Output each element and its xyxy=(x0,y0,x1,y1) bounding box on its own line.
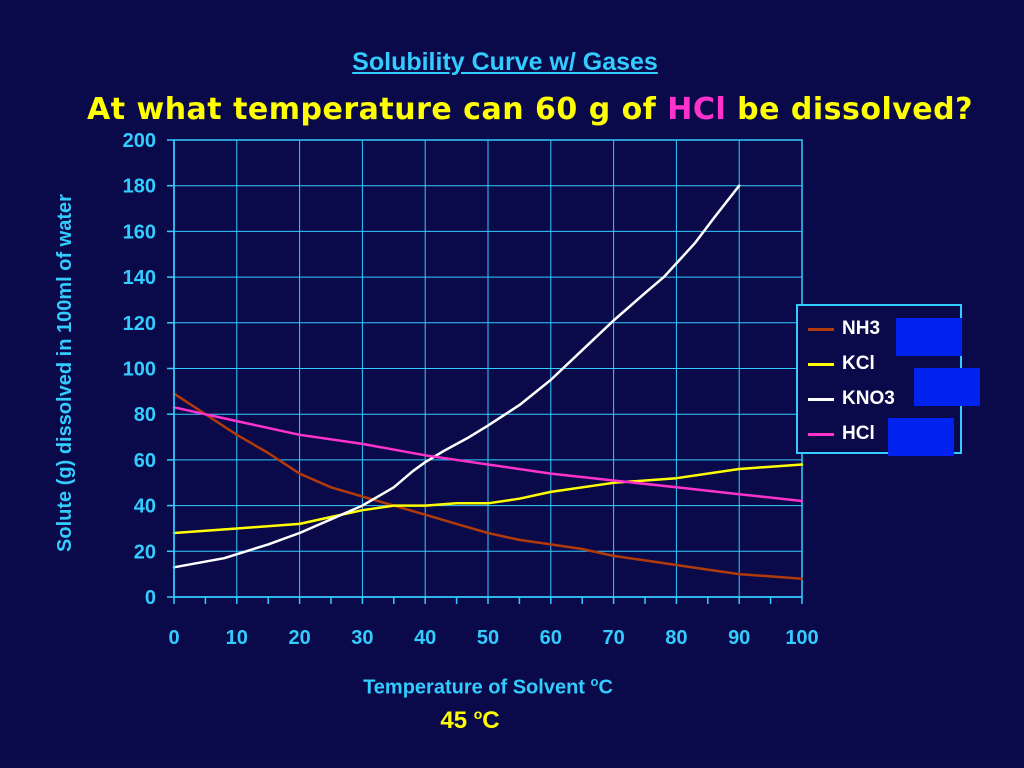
question-text: At what temperature can 60 g of HCl be d… xyxy=(0,92,1024,127)
x-axis-label-unit: C xyxy=(598,676,613,699)
x-tick-label-80: 80 xyxy=(665,627,687,649)
legend-item-hcl: HCl xyxy=(808,419,875,449)
legend-cover-box-3 xyxy=(888,418,954,456)
legend-item-kcl: KCl xyxy=(808,349,875,379)
x-tick-label-20: 20 xyxy=(288,627,310,649)
series-line-kcl xyxy=(172,463,804,535)
x-tick-label-100: 100 xyxy=(785,627,818,649)
series-lines xyxy=(172,184,804,580)
x-tick-label-10: 10 xyxy=(226,627,248,649)
y-tick-label-60: 60 xyxy=(134,450,156,472)
legend-swatch-nh3 xyxy=(808,327,834,331)
x-tick-label-50: 50 xyxy=(477,627,499,649)
x-tick-label-70: 70 xyxy=(602,627,624,649)
legend-swatch-kcl xyxy=(808,362,834,366)
y-tick-label-180: 180 xyxy=(123,176,156,198)
x-axis-label: Temperature of Solvent oC xyxy=(300,674,676,700)
question-highlight: HCl xyxy=(667,92,727,127)
x-tick-label-90: 90 xyxy=(728,627,750,649)
grid xyxy=(173,139,803,598)
series-line-nh3 xyxy=(172,392,804,580)
x-tick-label-30: 30 xyxy=(351,627,373,649)
axes: 0 20 40 60 80 100 120 140 160 180 200 0 10 20 30 40 50 60… xyxy=(123,130,819,649)
series-line-kno3 xyxy=(172,184,741,569)
legend-cover-box-1 xyxy=(896,318,962,356)
legend-label-kno3: KNO3 xyxy=(842,388,895,409)
legend-swatch-kno3 xyxy=(808,397,834,401)
answer-text: 45 oC xyxy=(410,706,530,735)
y-tick-label-160: 160 xyxy=(123,221,156,243)
x-axis-label-text: Temperature of Solvent xyxy=(363,676,585,699)
y-tick-label-40: 40 xyxy=(134,496,156,518)
legend-cover-box-2 xyxy=(914,368,980,406)
x-tick-label-60: 60 xyxy=(540,627,562,649)
x-tick-label-0: 0 xyxy=(168,627,179,649)
legend-item-nh3: NH3 xyxy=(808,314,880,344)
y-tick-label-100: 100 xyxy=(123,359,156,381)
x-tick-label-40: 40 xyxy=(414,627,436,649)
y-tick-label-120: 120 xyxy=(123,313,156,335)
legend-label-nh3: NH3 xyxy=(842,318,881,339)
y-tick-label-20: 20 xyxy=(134,541,156,563)
series-line-hcl xyxy=(172,406,804,503)
x-axis-label-sup: o xyxy=(590,674,599,689)
legend-label-kcl: KCl xyxy=(842,353,875,374)
answer-unit-sup: o xyxy=(473,706,483,722)
y-tick-label-80: 80 xyxy=(134,404,156,426)
chart-title: Solubility Curve w/ Gases xyxy=(352,48,658,76)
y-tick-label-0: 0 xyxy=(145,587,156,609)
legend-item-kno3: KNO3 xyxy=(808,384,895,414)
question-after: be dissolved? xyxy=(726,92,974,127)
legend-label-hcl: HCl xyxy=(842,423,875,444)
question-before: At what temperature can 60 g of xyxy=(86,92,668,127)
answer-unit: C xyxy=(482,707,500,734)
legend-swatch-hcl xyxy=(808,432,834,436)
y-tick-label-140: 140 xyxy=(123,267,156,289)
y-tick-label-200: 200 xyxy=(123,130,156,152)
answer-value: 45 xyxy=(440,707,474,734)
